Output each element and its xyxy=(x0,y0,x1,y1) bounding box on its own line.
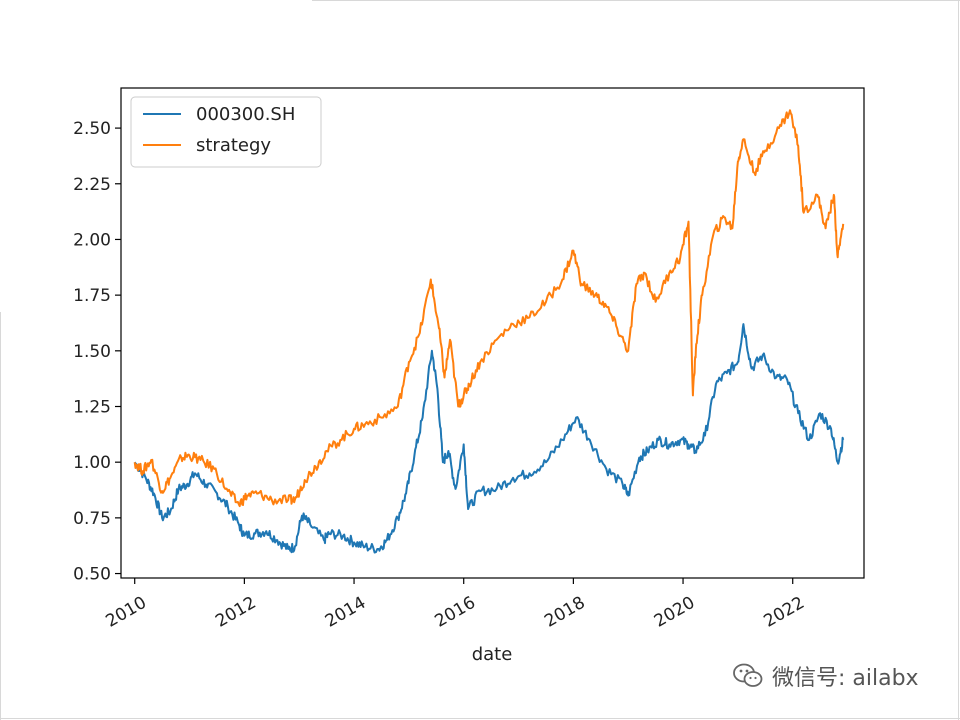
legend-label: 000300.SH xyxy=(196,104,295,125)
wechat-icon xyxy=(733,663,763,687)
axes-frame xyxy=(120,87,865,579)
y-tick-label: 1.25 xyxy=(73,398,111,418)
page-edge-top xyxy=(312,0,960,1)
page-edge-left xyxy=(0,312,1,720)
legend: 000300.SH strategy xyxy=(130,96,322,168)
x-tick-label: 2010 xyxy=(103,593,150,632)
x-tick-label: 2014 xyxy=(322,593,369,632)
series-line-000300-sh xyxy=(133,323,845,554)
x-axis-label: date xyxy=(472,644,513,665)
y-tick-label: 2.50 xyxy=(73,119,111,139)
y-tick-label: 1.00 xyxy=(73,453,111,473)
y-tick-label: 2.00 xyxy=(73,230,111,250)
y-tick-label: 0.50 xyxy=(73,565,111,585)
y-tick-label: 1.75 xyxy=(73,286,111,306)
watermark: 微信号: ailabx xyxy=(732,660,919,692)
legend-label: strategy xyxy=(196,135,271,156)
watermark-text: 微信号: ailabx xyxy=(772,666,919,691)
x-tick-label: 2016 xyxy=(432,593,479,632)
x-tick-label: 2018 xyxy=(541,593,588,632)
y-tick-label: 2.25 xyxy=(73,175,111,195)
x-tick-label: 2022 xyxy=(761,593,808,632)
y-tick-label: 1.50 xyxy=(73,342,111,362)
page-edge-bottom xyxy=(0,718,960,719)
y-axis: 0.50 0.75 1.00 1.25 1.50 1.75 2.00 2.25 2.50 xyxy=(73,119,121,585)
x-tick-label: 2020 xyxy=(651,593,698,632)
y-tick-label: 0.75 xyxy=(73,509,111,529)
series-line-strategy xyxy=(133,109,845,508)
plot-area xyxy=(120,87,865,579)
x-tick-label: 2012 xyxy=(212,593,259,632)
x-axis: 2010 2012 2014 2016 2018 2020 2022 xyxy=(103,578,808,632)
page-edge-right xyxy=(958,0,959,720)
